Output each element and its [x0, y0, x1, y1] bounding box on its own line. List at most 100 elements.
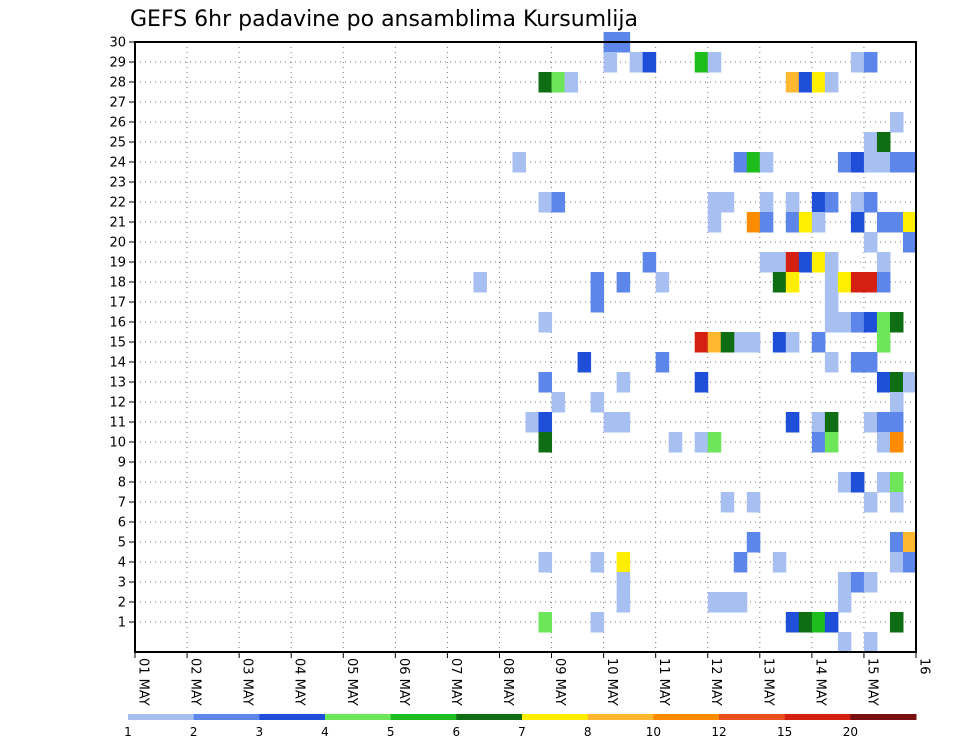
heatmap-cell [551, 192, 566, 213]
heatmap-cell [603, 412, 618, 433]
heatmap-cell [746, 212, 761, 233]
heatmap-cell [889, 212, 904, 233]
y-tick-label: 5 [118, 536, 126, 551]
heatmap-cell [824, 312, 839, 333]
heatmap-cell [694, 372, 709, 393]
heatmap-cell [811, 412, 826, 433]
legend-label: 15 [777, 725, 792, 739]
heatmap-cell [863, 492, 878, 513]
heatmap-cell [590, 272, 605, 293]
heatmap-cell [564, 72, 579, 93]
y-tick-label: 19 [109, 256, 126, 271]
heatmap-cell [850, 152, 865, 173]
heatmap-cell [772, 552, 787, 573]
x-tick-label: 14 MAY [812, 658, 827, 706]
heatmap-cell [824, 72, 839, 93]
legend-label: 6 [453, 725, 461, 739]
legend-swatch [719, 714, 786, 720]
heatmap-cell [876, 152, 891, 173]
heatmap-cell [694, 52, 709, 73]
heatmap-cell [616, 572, 631, 593]
x-tick-label: 12 MAY [708, 658, 723, 706]
x-tick-label: 15 MAY [864, 658, 879, 706]
heatmap-cell [785, 192, 800, 213]
heatmap-cell [785, 72, 800, 93]
x-tick-label: 03 MAY [240, 658, 255, 706]
heatmap-cell [824, 352, 839, 373]
heatmap-cell [850, 272, 865, 293]
heatmap-cell [824, 612, 839, 633]
y-tick-label: 24 [109, 156, 126, 171]
y-tick-label: 21 [109, 216, 126, 231]
heatmap-cell [811, 332, 826, 353]
x-tick-label: 10 MAY [604, 658, 619, 706]
y-tick-label: 20 [109, 236, 126, 251]
heatmap-cell [538, 72, 553, 93]
legend-label: 5 [387, 725, 395, 739]
heatmap-cell [876, 332, 891, 353]
heatmap-cell [616, 552, 631, 573]
heatmap-cell [538, 612, 553, 633]
legend-swatch [653, 714, 720, 720]
heatmap-cell [811, 252, 826, 273]
heatmap-cell [642, 52, 657, 73]
heatmap-cell [694, 332, 709, 353]
heatmap-cell [746, 152, 761, 173]
heatmap-cell [785, 612, 800, 633]
heatmap-cell [538, 412, 553, 433]
y-tick-label: 28 [109, 76, 126, 91]
heatmap-cell [863, 52, 878, 73]
heatmap-cell [863, 312, 878, 333]
heatmap-cell [785, 212, 800, 233]
heatmap-cell [863, 132, 878, 153]
heatmap-cell [902, 232, 917, 253]
x-tick-label: 06 MAY [396, 658, 411, 706]
heatmap-cell [720, 192, 735, 213]
heatmap-cell [824, 252, 839, 273]
heatmap-cell [824, 412, 839, 433]
heatmap-cell [707, 592, 722, 613]
heatmap-cell [538, 312, 553, 333]
heatmap-cell [889, 152, 904, 173]
heatmap-cell [772, 332, 787, 353]
legend-swatch [522, 714, 589, 720]
heatmap-cell [889, 532, 904, 553]
y-tick-label: 22 [109, 196, 126, 211]
y-tick-label: 23 [109, 176, 126, 191]
y-tick-label: 18 [109, 276, 126, 291]
legend-label: 2 [190, 725, 198, 739]
x-tick-label: 07 MAY [448, 658, 463, 706]
heatmap-cell [889, 472, 904, 493]
heatmap-cell [616, 412, 631, 433]
y-tick-label: 7 [118, 496, 126, 511]
heatmap-cell [837, 152, 852, 173]
heatmap-cell [538, 372, 553, 393]
heatmap-cell [889, 412, 904, 433]
heatmap-cell [733, 152, 748, 173]
heatmap-cell [551, 392, 566, 413]
heatmap-cell [902, 532, 917, 553]
heatmap-cell [889, 312, 904, 333]
x-tick-label: 11 MAY [656, 658, 671, 706]
heatmap-cell [577, 352, 592, 373]
heatmap-cell [811, 72, 826, 93]
y-tick-label: 1 [118, 616, 126, 631]
heatmap-cell [876, 432, 891, 453]
x-tick-label: 01 MAY [136, 658, 151, 706]
heatmap-cell [876, 412, 891, 433]
heatmap-cell [876, 312, 891, 333]
heatmap-cell [772, 272, 787, 293]
y-tick-label: 17 [109, 296, 126, 311]
heatmap-cell [811, 212, 826, 233]
heatmap-cell [707, 52, 722, 73]
heatmap-cell [603, 52, 618, 73]
heatmap-cell [720, 332, 735, 353]
heatmap-cell [850, 52, 865, 73]
heatmap-cell [694, 432, 709, 453]
heatmap-cell [655, 272, 670, 293]
heatmap-cell [811, 612, 826, 633]
heatmap-cell [889, 612, 904, 633]
legend-swatch [850, 714, 917, 720]
heatmap-cells [473, 32, 917, 653]
